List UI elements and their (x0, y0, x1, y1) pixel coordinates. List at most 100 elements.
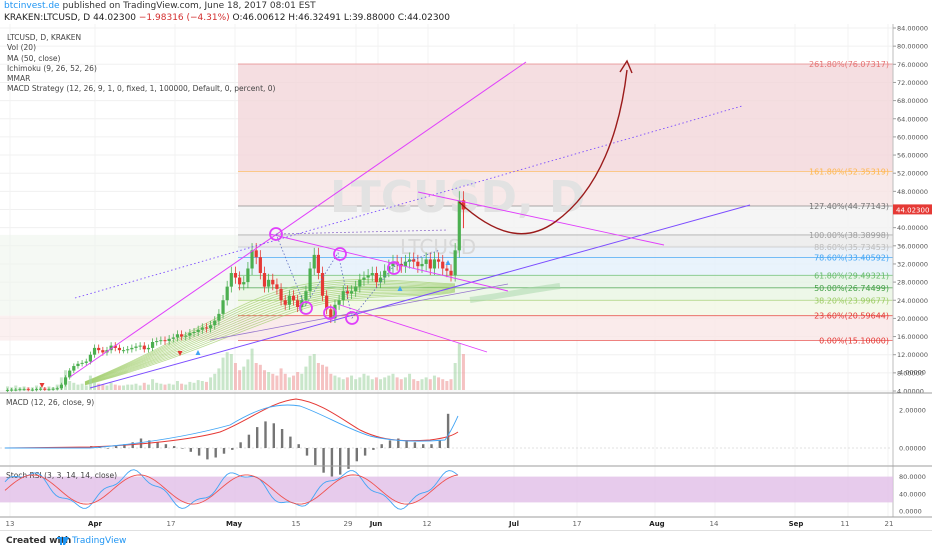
macd-signal-line (5, 404, 459, 449)
current-price-label: 44.02300 (896, 206, 929, 214)
candle-body (436, 259, 441, 262)
volume-bar (428, 379, 432, 390)
macd-histogram-bar (363, 448, 367, 456)
pattern-circle-marker (299, 301, 313, 315)
breakout-channel-line (417, 191, 665, 246)
volume-bar (204, 381, 208, 390)
indicator-ichimoku[interactable]: Ichimoku (9, 26, 52, 26) (7, 63, 97, 73)
mmar-ribbon (84, 279, 561, 386)
fib-zones (0, 63, 893, 342)
fib-labels: 261.80%(76.07317) 161.80%(52.35319) 127.40… (809, 60, 889, 346)
volume-bar (93, 381, 97, 390)
volume-bar (391, 373, 395, 390)
volume-bar (155, 382, 159, 390)
candle-body (445, 268, 449, 271)
candle-body (59, 384, 63, 389)
symbol-line: KRAKEN:LTCUSD, D 44.02300 −1.98316 (−4.3… (4, 13, 450, 23)
pattern-circle-marker (387, 261, 401, 275)
stoch-tick-label: 0.0000 (899, 508, 922, 516)
candle-body (92, 347, 97, 355)
volume-bar (6, 386, 9, 390)
strategy-arrow (397, 286, 403, 291)
publish-text: published on TradingView.com, June 18, 2… (62, 1, 316, 11)
candle-body (163, 340, 167, 342)
volume-bar (213, 373, 217, 390)
volume-bar (350, 375, 354, 390)
price-tick-label: 60.00000 (897, 133, 928, 141)
candle-body (200, 327, 204, 330)
price-tick-label: 48.00000 (897, 188, 928, 196)
stoch-band (0, 476, 893, 503)
macd-histogram-bar (214, 448, 217, 458)
volume-bar (337, 377, 341, 390)
pattern-circle-marker (345, 311, 359, 325)
candle-body (370, 273, 374, 276)
volume-bar (159, 383, 163, 390)
candle-body (412, 259, 416, 262)
candle-body (142, 345, 146, 350)
time-tick-label: 15 (292, 520, 301, 528)
volume-bar (441, 379, 445, 390)
strategy-arrows (39, 260, 451, 388)
volume-bar (416, 381, 420, 390)
macd-histogram-bar (173, 446, 176, 448)
macd-histogram-bar (347, 448, 350, 469)
candle-body (291, 295, 296, 301)
candle-body (304, 291, 308, 301)
candle-body (457, 200, 461, 251)
price-tick-label: 76.00000 (897, 61, 928, 69)
volume-bar (76, 384, 80, 390)
volume-bar (122, 385, 126, 390)
indicator-macd-strategy[interactable]: MACD Strategy (12, 26, 9, 1, 0, fixed, 1… (7, 84, 276, 94)
candle-body (428, 259, 432, 269)
tradingview-logo-icon[interactable] (56, 534, 70, 546)
mmar-line (84, 284, 456, 383)
indicator-symbol[interactable]: LTCUSD, D, KRAKEN (7, 33, 82, 42)
indicator-mmar[interactable]: MMAR (7, 74, 31, 84)
candle-body (76, 363, 80, 367)
candle-body (146, 347, 151, 350)
price-axis: 84.00000 80.00000 76.00000 72.00000 68.00000… (892, 24, 932, 517)
macd-histogram-bar (339, 448, 342, 475)
tradingview-brand[interactable]: TradingView (72, 536, 127, 546)
volume-bar (453, 363, 457, 390)
volume-bar (151, 379, 155, 390)
indicator-vol[interactable]: Vol (20) (7, 43, 37, 53)
volume-bar (14, 385, 18, 390)
fib-level-label: 88.60%(35.73453) (814, 243, 889, 252)
volume-bar (184, 384, 188, 390)
indicator-ma[interactable]: MA (50, close) (7, 53, 61, 63)
volume-bar (250, 348, 254, 390)
volume-bar (287, 377, 291, 390)
candle-body (43, 388, 47, 390)
stoch-title: Stoch RSI (3, 3, 14, 14, close) (6, 471, 117, 480)
candle-body (275, 284, 279, 289)
candle-body (51, 388, 55, 390)
macd-histogram-bar (222, 448, 226, 454)
volume-bar (296, 372, 300, 390)
candle-body (341, 291, 345, 301)
volume-bar (105, 385, 109, 390)
volume-bar (316, 363, 320, 390)
candle-body (287, 295, 291, 305)
candle-body (221, 300, 225, 314)
volume-bar (399, 379, 403, 390)
volume-bar (225, 352, 229, 390)
candle-body (130, 347, 134, 350)
time-tick-label: May (226, 520, 242, 528)
mmar-line (84, 289, 456, 385)
candle-body (204, 327, 209, 329)
volume-bar (192, 382, 196, 390)
candle-body (424, 259, 428, 264)
volume-bar (300, 373, 304, 390)
volume-bar (254, 363, 258, 390)
candle-body (155, 341, 159, 343)
site-link[interactable]: btcinvest.de (4, 1, 60, 11)
volume-bar (88, 375, 92, 390)
fib-zone-left (0, 234, 238, 316)
mmar-line (84, 291, 456, 386)
candle-body (171, 337, 175, 339)
candle-body (167, 338, 171, 342)
chart-canvas[interactable]: LTCUSD, DLTCUSD261.80%(76.07317)161.80%(… (0, 0, 932, 530)
candle-body (34, 389, 39, 391)
